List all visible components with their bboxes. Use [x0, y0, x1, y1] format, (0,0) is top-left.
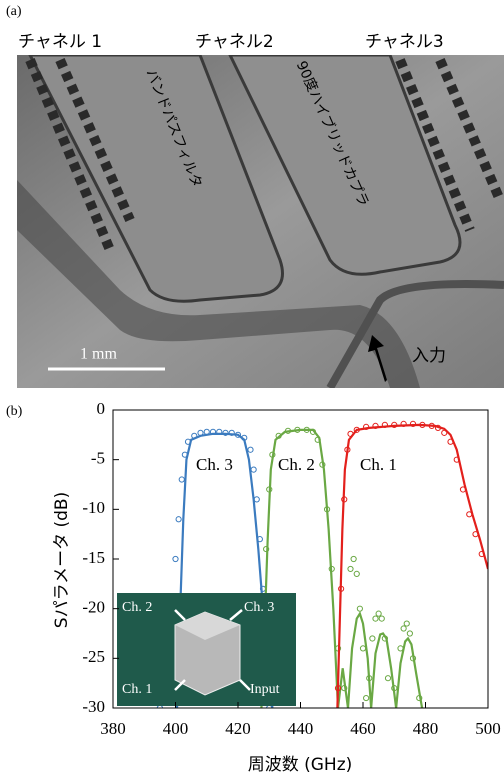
measured-point	[442, 430, 447, 435]
inset-label: Ch. 3	[244, 600, 274, 615]
x-axis-label: 周波数 (GHz)	[248, 755, 353, 775]
series-annotation: Ch. 3	[196, 455, 233, 474]
series-annotation: Ch. 2	[278, 455, 315, 474]
x-tick-label: 460	[350, 719, 376, 738]
measured-point	[385, 676, 390, 681]
measured-point	[404, 621, 409, 626]
x-tick-label: 380	[100, 719, 126, 738]
inset-label: Input	[250, 682, 280, 697]
x-tick-label: 480	[413, 719, 439, 738]
measured-point	[348, 566, 353, 571]
y-tick-label: -5	[91, 449, 105, 468]
sem-photo	[17, 55, 504, 388]
y-tick-label: -15	[82, 548, 105, 567]
panel-label: (a)	[6, 4, 22, 19]
input-label: 入力	[412, 346, 446, 366]
measured-point	[373, 616, 378, 621]
y-tick-label: -30	[82, 697, 105, 716]
inset-photo: Ch. 2 Ch. 3 Ch. 1 Input	[117, 593, 296, 706]
measured-point	[407, 631, 412, 636]
y-axis-label: Sパラメータ (dB)	[52, 492, 72, 628]
y-tick-label: -25	[82, 647, 105, 666]
inset-label: Ch. 2	[122, 600, 152, 615]
channel-label: チャネル3	[365, 32, 444, 52]
measured-point	[379, 616, 384, 621]
measured-point	[364, 695, 369, 700]
x-tick-label: 400	[163, 719, 189, 738]
measured-point	[248, 447, 253, 452]
page: (a) チャネル 1 チャネル2 チャネル3 バンドパスフィルタ 90度ハイブリ…	[0, 0, 504, 780]
y-tick-label: -20	[82, 598, 105, 617]
channel-label: チャネル2	[195, 32, 274, 52]
measured-point	[370, 636, 375, 641]
measured-point	[357, 606, 362, 611]
x-tick-label: 440	[288, 719, 314, 738]
x-tick-label: 500	[475, 719, 501, 738]
measured-point	[198, 430, 203, 435]
measured-point	[360, 646, 365, 651]
measured-point	[254, 497, 259, 502]
scale-label: 1 mm	[80, 346, 117, 363]
measured-point	[173, 556, 178, 561]
measured-point	[176, 517, 181, 522]
inset-label: Ch. 1	[122, 682, 152, 697]
measured-point	[251, 467, 256, 472]
series-annotation: Ch. 1	[360, 455, 397, 474]
measured-point	[376, 611, 381, 616]
measured-point	[401, 626, 406, 631]
measured-point	[354, 571, 359, 576]
panel-label: (b)	[6, 404, 23, 419]
x-tick-label: 420	[225, 719, 251, 738]
y-tick-label: -10	[82, 498, 105, 517]
y-tick-label: 0	[97, 399, 106, 418]
measured-point	[179, 477, 184, 482]
channel-label: チャネル 1	[18, 32, 102, 52]
measured-point	[351, 556, 356, 561]
figure: (a) チャネル 1 チャネル2 チャネル3 バンドパスフィルタ 90度ハイブリ…	[0, 0, 504, 780]
measured-point	[398, 646, 403, 651]
measured-point	[204, 429, 209, 434]
measured-point	[467, 512, 472, 517]
